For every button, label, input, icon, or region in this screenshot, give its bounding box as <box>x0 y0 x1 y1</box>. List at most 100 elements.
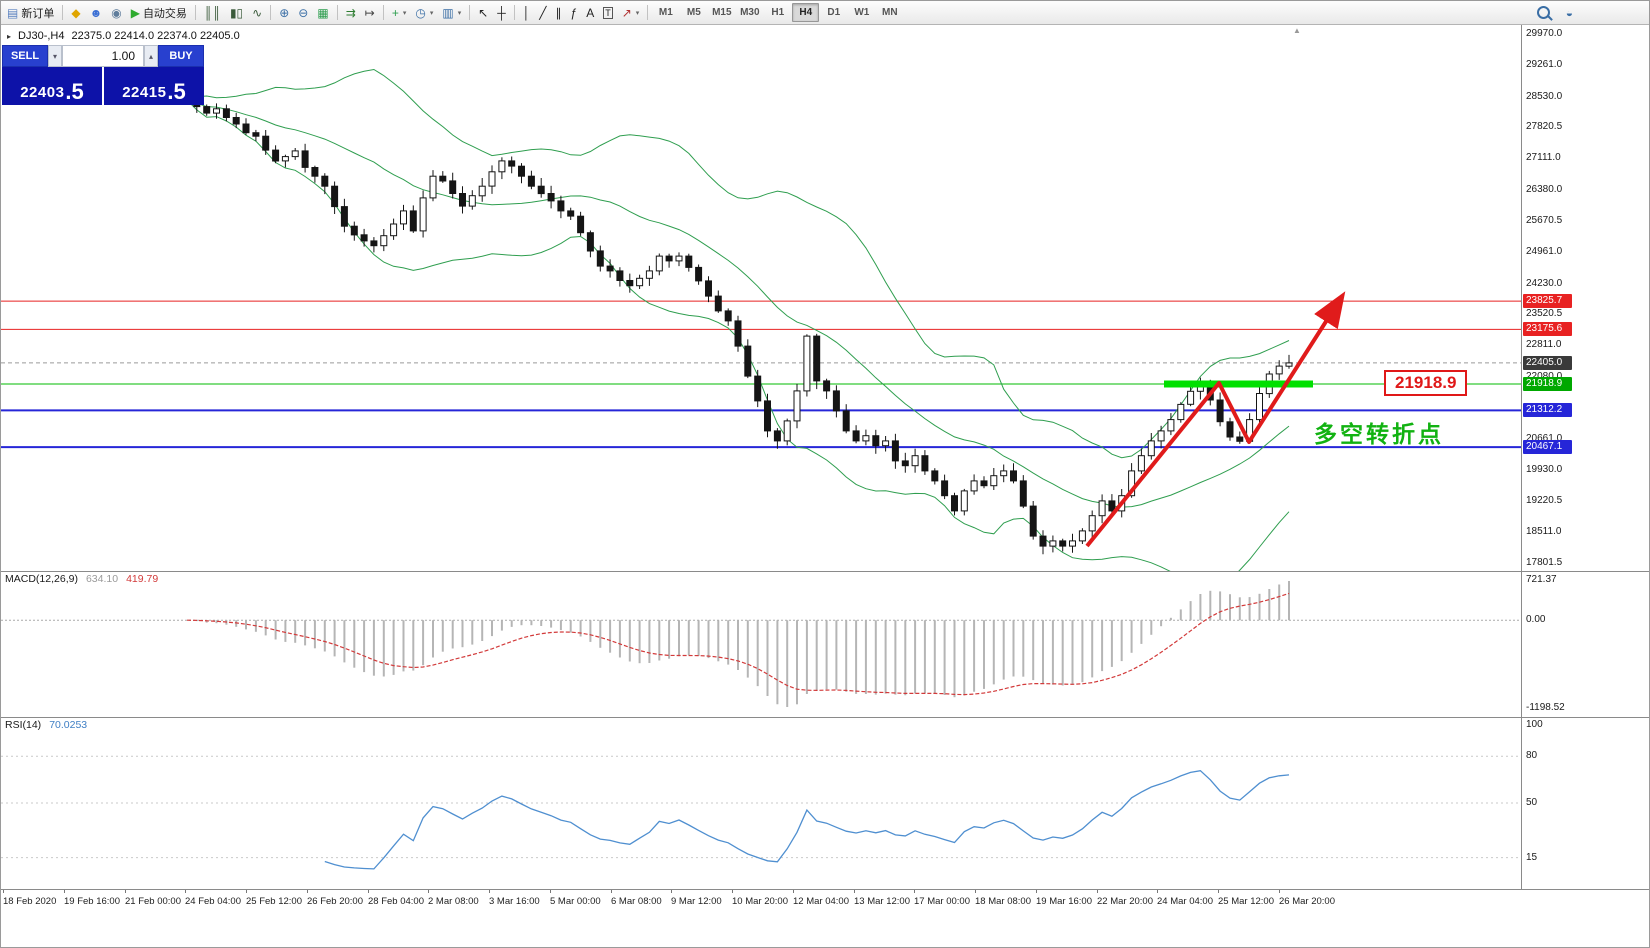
timeframe-m5-button[interactable]: M5 <box>686 7 701 18</box>
timeframe-d1-button[interactable]: D1 <box>827 7 841 18</box>
expand-marker-icon: ▸ <box>7 31 12 41</box>
line-chart-icon: ∿ <box>252 5 263 20</box>
timeframe-h1-button[interactable]: H1 <box>771 7 785 18</box>
text-icon: A <box>586 5 595 20</box>
new-chart-button[interactable]: + ▾ <box>388 3 411 23</box>
macd-axis-max: 721.37 <box>1526 574 1557 585</box>
sell-price-main: 22403 <box>20 84 65 101</box>
profile-icon: ☻ <box>89 5 103 20</box>
timeframe-mn-button[interactable]: MN <box>882 7 898 18</box>
timeframe-h4-button[interactable]: H4 <box>792 3 820 22</box>
time-axis-label: 25 Mar 12:00 <box>1218 896 1274 907</box>
zoom-out-icon: ⊖ <box>298 5 309 20</box>
community-button[interactable]: ◒ <box>1562 3 1577 23</box>
timeframe-w1-button[interactable]: W1 <box>854 7 870 18</box>
crosshair-icon: ┼ <box>497 5 506 20</box>
new-order-button[interactable]: ▤ 新订单 <box>3 3 58 23</box>
time-axis-tick <box>611 889 612 893</box>
price-axis-label: 28530.0 <box>1526 91 1563 102</box>
time-axis-label: 26 Feb 20:00 <box>307 896 363 907</box>
price-axis-label: 19930.0 <box>1526 464 1563 475</box>
sell-price-frac: .5 <box>65 79 84 105</box>
timeframe-m15-button[interactable]: M15 <box>712 7 732 18</box>
price-axis-label: 29261.0 <box>1526 59 1563 70</box>
bar-chart-button[interactable]: ║║ <box>200 3 225 23</box>
label-button[interactable]: T <box>599 3 617 23</box>
market-depth-button[interactable]: ◆ <box>67 3 84 23</box>
price-axis-label: 26380.0 <box>1526 184 1563 195</box>
buy-price-display[interactable]: 22415 .5 <box>104 67 204 105</box>
time-axis-tick <box>1279 889 1280 893</box>
trend-arrow[interactable] <box>1085 291 1346 548</box>
auto-trading-icon: ▶ <box>130 5 140 20</box>
price-axis-label: 24230.0 <box>1526 278 1563 289</box>
vertical-line-button[interactable]: │ <box>519 3 535 23</box>
tile-windows-button[interactable]: ▦ <box>313 3 332 23</box>
new-chart-icon: + <box>391 5 399 20</box>
macd-indicator-label: MACD(12,26,9) 634.10 419.79 <box>5 573 158 585</box>
text-button[interactable]: A <box>582 3 598 23</box>
time-axis-tick <box>3 889 4 893</box>
sell-price-display[interactable]: 22403 .5 <box>2 67 102 105</box>
volume-increase-button[interactable]: ▴ <box>144 45 158 67</box>
rsi-panel[interactable]: RSI(14) 70.0253 <box>1 717 1521 889</box>
buy-price-main: 22415 <box>122 84 167 101</box>
dropdown-caret-icon: ▾ <box>429 9 434 17</box>
new-order-icon: ▤ <box>7 5 19 20</box>
price-axis-label: 23520.5 <box>1526 308 1563 319</box>
time-axis-label: 10 Mar 20:00 <box>732 896 788 907</box>
time-axis[interactable]: 18 Feb 2020 19 Feb 16:00 21 Feb 00:00 24 Fe… <box>1 889 1649 917</box>
price-axis-label: 27820.5 <box>1526 121 1563 132</box>
macd-histogram <box>195 581 1290 707</box>
support-highlight-segment[interactable] <box>1164 380 1313 388</box>
candlestick-chart <box>1 68 1521 571</box>
auto-trading-button[interactable]: ▶ 自动交易 <box>127 3 191 23</box>
price-axis-label: 22811.0 <box>1526 339 1562 350</box>
zoom-out-button[interactable]: ⊖ <box>294 3 312 23</box>
time-axis-label: 24 Feb 04:00 <box>185 896 241 907</box>
macd-axis-zero: 0.00 <box>1526 614 1546 625</box>
volume-input[interactable]: 1.00 <box>62 45 144 67</box>
fibonacci-button[interactable]: ƒ <box>567 3 582 23</box>
price-callout-label[interactable]: 21918.9 <box>1384 370 1468 396</box>
timeframe-m1-button[interactable]: M1 <box>658 7 673 18</box>
time-axis-label: 12 Mar 04:00 <box>793 896 849 907</box>
indicators-button[interactable]: ▥ ▾ <box>438 3 465 23</box>
time-axis-tick <box>732 889 733 893</box>
price-axis[interactable]: 29970.0 29261.0 28530.0 27820.5 27111.0 26380… <box>1522 25 1649 571</box>
auto-scroll-button[interactable]: ⇉ <box>342 3 360 23</box>
trendline-button[interactable]: ╱ <box>535 3 550 23</box>
timeframe-m30-button[interactable]: M30 <box>740 7 760 18</box>
profiles-button[interactable]: ◷ ▾ <box>411 3 437 23</box>
buy-button[interactable]: BUY <box>158 45 204 67</box>
main-chart-panel[interactable]: ▸ DJ30-,H4 22375.0 22414.0 22374.0 22405… <box>1 25 1521 571</box>
sell-button[interactable]: SELL <box>2 45 48 67</box>
time-axis-label: 21 Feb 00:00 <box>125 896 181 907</box>
auto-scroll-icon: ⇉ <box>345 5 356 20</box>
time-axis-tick <box>125 889 126 893</box>
volume-decrease-button[interactable]: ▾ <box>48 45 62 67</box>
cursor-button[interactable]: ↖ <box>474 3 492 23</box>
time-axis-tick <box>854 889 855 893</box>
time-axis-tick <box>1157 889 1158 893</box>
macd-panel[interactable]: MACD(12,26,9) 634.10 419.79 <box>1 571 1521 717</box>
arrows-button[interactable]: ↗ ▾ <box>618 3 644 23</box>
turning-point-annotation[interactable]: 多空转折点 <box>1314 421 1444 447</box>
time-axis-tick <box>671 889 672 893</box>
toolbar-separator <box>336 5 338 20</box>
chart-shift-button[interactable]: ↦ <box>361 3 379 23</box>
search-button[interactable] <box>1533 3 1554 23</box>
crosshair-button[interactable]: ┼ <box>493 3 510 23</box>
candlestick-chart-button[interactable]: ▮▯ <box>226 3 247 23</box>
fibonacci-icon: ƒ <box>570 5 578 20</box>
channel-button[interactable]: ∥ <box>552 3 566 23</box>
signals-button[interactable]: ◉ <box>107 3 125 23</box>
profile-button[interactable]: ☻ <box>86 3 107 23</box>
macd-chart <box>1 581 1521 707</box>
line-chart-button[interactable]: ∿ <box>248 3 266 23</box>
time-axis-label: 6 Mar 08:00 <box>611 896 662 907</box>
time-axis-tick <box>185 889 186 893</box>
time-axis-label: 18 Feb 2020 <box>3 896 57 907</box>
time-axis-tick <box>489 889 490 893</box>
zoom-in-button[interactable]: ⊕ <box>275 3 293 23</box>
